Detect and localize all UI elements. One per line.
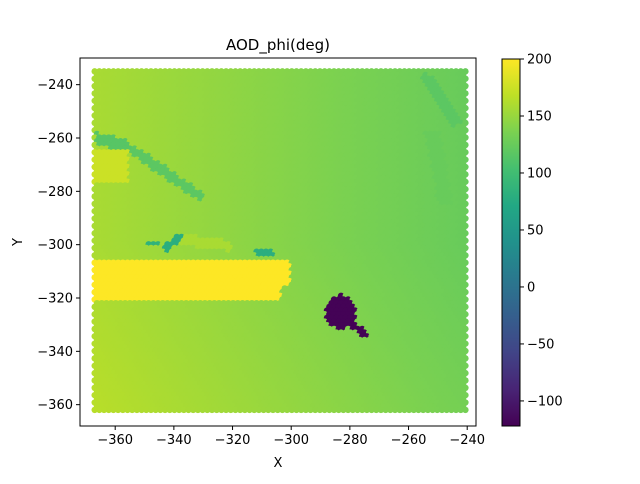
chart-title: AOD_phi(deg) xyxy=(226,36,330,55)
plot-area xyxy=(80,58,476,426)
scatter-points xyxy=(91,68,469,414)
